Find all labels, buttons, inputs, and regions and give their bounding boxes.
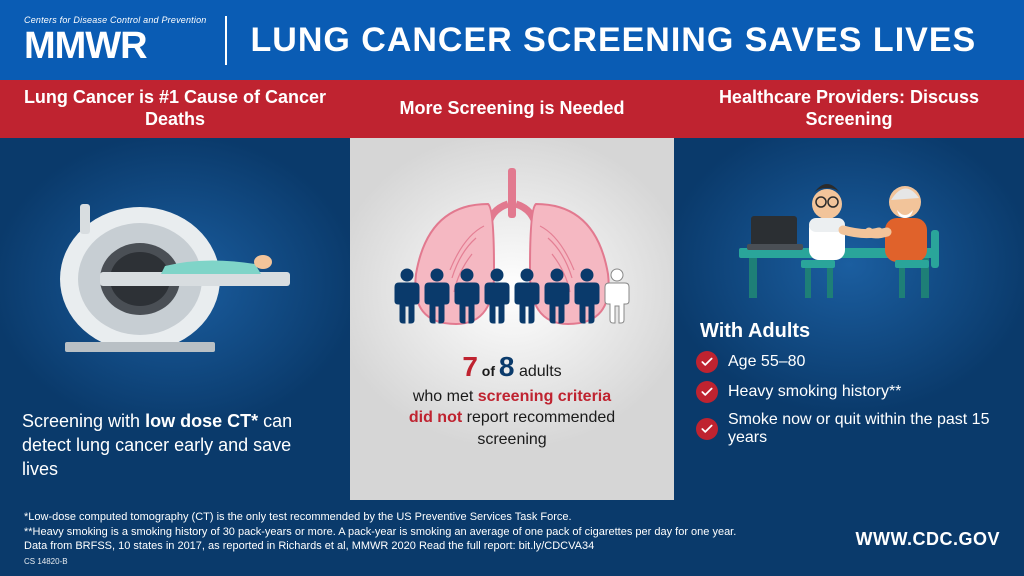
line2-emph: screening criteria bbox=[478, 388, 611, 405]
panel1-body-bold: low dose CT* bbox=[145, 411, 258, 431]
panel1-body-prefix: Screening with bbox=[22, 411, 145, 431]
panel1-headline: Lung Cancer is #1 Cause of Cancer Deaths bbox=[0, 80, 350, 138]
doctor-patient-icon bbox=[696, 160, 1002, 310]
person-icon bbox=[544, 268, 570, 324]
person-icon bbox=[514, 268, 540, 324]
lungs-icon bbox=[382, 164, 642, 334]
footer: *Low-dose computed tomography (CT) is th… bbox=[0, 500, 1024, 576]
footer-url: WWW.CDC.GOV bbox=[856, 527, 1000, 551]
person-icon bbox=[454, 268, 480, 324]
brand-logo-text: MMWR bbox=[24, 27, 207, 65]
stat-unit: adults bbox=[515, 363, 562, 380]
line2-prefix: who met bbox=[413, 388, 478, 405]
panel2: 7 of 8 adults who met screening criteria… bbox=[350, 138, 674, 500]
people-row bbox=[394, 268, 630, 324]
footnote-1: *Low-dose computed tomography (CT) is th… bbox=[24, 510, 832, 525]
panel3: With Adults Age 55–80 Heavy smoking histo… bbox=[674, 138, 1024, 500]
panel3-headline: Healthcare Providers: Discuss Screening bbox=[674, 80, 1024, 138]
bullet-text: Heavy smoking history** bbox=[728, 383, 901, 401]
infographic: Centers for Disease Control and Preventi… bbox=[0, 0, 1024, 576]
panel3-subhead: With Adults bbox=[700, 320, 1002, 343]
main-panels: Screening with low dose CT* can detect l… bbox=[0, 138, 1024, 500]
ct-scanner-icon bbox=[22, 156, 328, 403]
line3-emph: did not bbox=[409, 409, 462, 426]
brand-block: Centers for Disease Control and Preventi… bbox=[24, 16, 227, 65]
stat-conj: of bbox=[478, 363, 499, 379]
page-title: LUNG CANCER SCREENING SAVES LIVES bbox=[251, 21, 977, 60]
person-icon bbox=[484, 268, 510, 324]
bullet-text: Age 55–80 bbox=[728, 353, 805, 371]
footnote-2: **Heavy smoking is a smoking history of … bbox=[24, 525, 832, 540]
person-icon bbox=[574, 268, 600, 324]
headline-band: Lung Cancer is #1 Cause of Cancer Deaths… bbox=[0, 80, 1024, 138]
footnote-3: Data from BRFSS, 10 states in 2017, as r… bbox=[24, 539, 832, 554]
panel1-body: Screening with low dose CT* can detect l… bbox=[22, 409, 328, 482]
cs-code: CS 14820-B bbox=[24, 557, 832, 568]
line3-suffix: report recommended screening bbox=[462, 409, 615, 448]
bullet-item: Smoke now or quit within the past 15 yea… bbox=[696, 411, 1002, 447]
panel2-body: 7 of 8 adults who met screening criteria… bbox=[372, 348, 652, 451]
stat-numerator: 7 bbox=[462, 351, 478, 382]
footer-notes: *Low-dose computed tomography (CT) is th… bbox=[24, 510, 832, 568]
bullet-text: Smoke now or quit within the past 15 yea… bbox=[728, 411, 1002, 447]
person-icon bbox=[424, 268, 450, 324]
panel2-headline: More Screening is Needed bbox=[350, 80, 674, 138]
stat-denominator: 8 bbox=[499, 351, 515, 382]
panel1: Screening with low dose CT* can detect l… bbox=[0, 138, 350, 500]
person-icon bbox=[604, 268, 630, 324]
bullet-item: Age 55–80 bbox=[696, 351, 1002, 373]
panel3-bullet-list: Age 55–80 Heavy smoking history** Smoke no… bbox=[696, 351, 1002, 447]
check-icon bbox=[696, 351, 718, 373]
person-icon bbox=[394, 268, 420, 324]
bullet-item: Heavy smoking history** bbox=[696, 381, 1002, 403]
check-icon bbox=[696, 381, 718, 403]
brand-subtitle: Centers for Disease Control and Preventi… bbox=[24, 16, 207, 25]
check-icon bbox=[696, 418, 718, 440]
header: Centers for Disease Control and Preventi… bbox=[0, 0, 1024, 80]
